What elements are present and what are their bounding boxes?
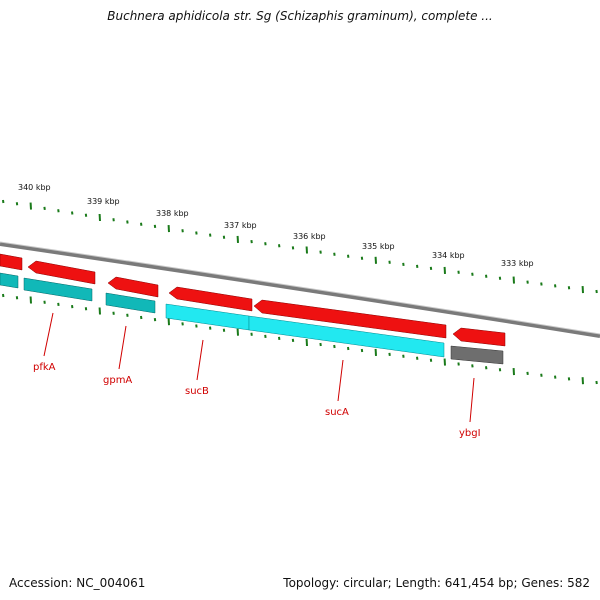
outer-scale-ticks: [2, 199, 598, 294]
gene-feature-forward[interactable]: [253, 299, 447, 339]
gene-label[interactable]: pfkA: [33, 362, 56, 373]
inner-scale-ticks: [2, 293, 598, 385]
gene-label[interactable]: ybgI: [459, 428, 481, 439]
scale-label: 335 kbp: [362, 242, 395, 251]
gene-feature-forward[interactable]: [27, 260, 96, 285]
scale-label: 336 kbp: [293, 232, 326, 241]
gene-feature-reverse[interactable]: [105, 292, 156, 314]
leader-line: [469, 377, 475, 423]
gene-label[interactable]: gpmA: [103, 375, 132, 386]
scale-label: 334 kbp: [432, 251, 465, 260]
scale-label: 338 kbp: [156, 209, 189, 218]
genome-summary-text: Topology: circular; Length: 641,454 bp; …: [283, 576, 590, 590]
gene-labels: pfkA gpmA sucB sucA ybgI: [33, 362, 481, 439]
gene-feature-forward[interactable]: [168, 286, 253, 312]
gene-label[interactable]: sucA: [325, 407, 349, 418]
leader-line: [118, 325, 127, 370]
gene-feature-reverse[interactable]: [23, 277, 93, 302]
leader-line: [196, 339, 204, 381]
gene-feature-forward[interactable]: [107, 276, 159, 298]
scale-label: 333 kbp: [501, 259, 534, 268]
scale-label: 339 kbp: [87, 197, 120, 206]
reverse-strand-features: [0, 272, 504, 365]
leader-line: [43, 312, 54, 357]
scale-label: 337 kbp: [224, 221, 257, 230]
scale-label: 340 kbp: [18, 183, 51, 192]
map-title: Buchnera aphidicola str. Sg (Schizaphis …: [107, 9, 493, 23]
scale-labels: 340 kbp 339 kbp 338 kbp 337 kbp 336 kbp …: [18, 183, 534, 268]
genome-backbone-highlight: [0, 241, 600, 335]
gene-feature-forward[interactable]: [0, 253, 23, 271]
gene-feature-forward[interactable]: [452, 327, 506, 347]
gene-label[interactable]: sucB: [185, 386, 209, 397]
forward-strand-features: [0, 253, 506, 347]
genome-backbone: [0, 242, 600, 338]
gene-feature-reverse[interactable]: [0, 272, 19, 289]
leader-line: [337, 359, 344, 402]
accession-text: Accession: NC_004061: [9, 576, 146, 590]
gene-label-leaders: [43, 312, 475, 423]
gene-feature-reverse[interactable]: [248, 315, 445, 358]
gene-feature-other[interactable]: [450, 345, 504, 365]
